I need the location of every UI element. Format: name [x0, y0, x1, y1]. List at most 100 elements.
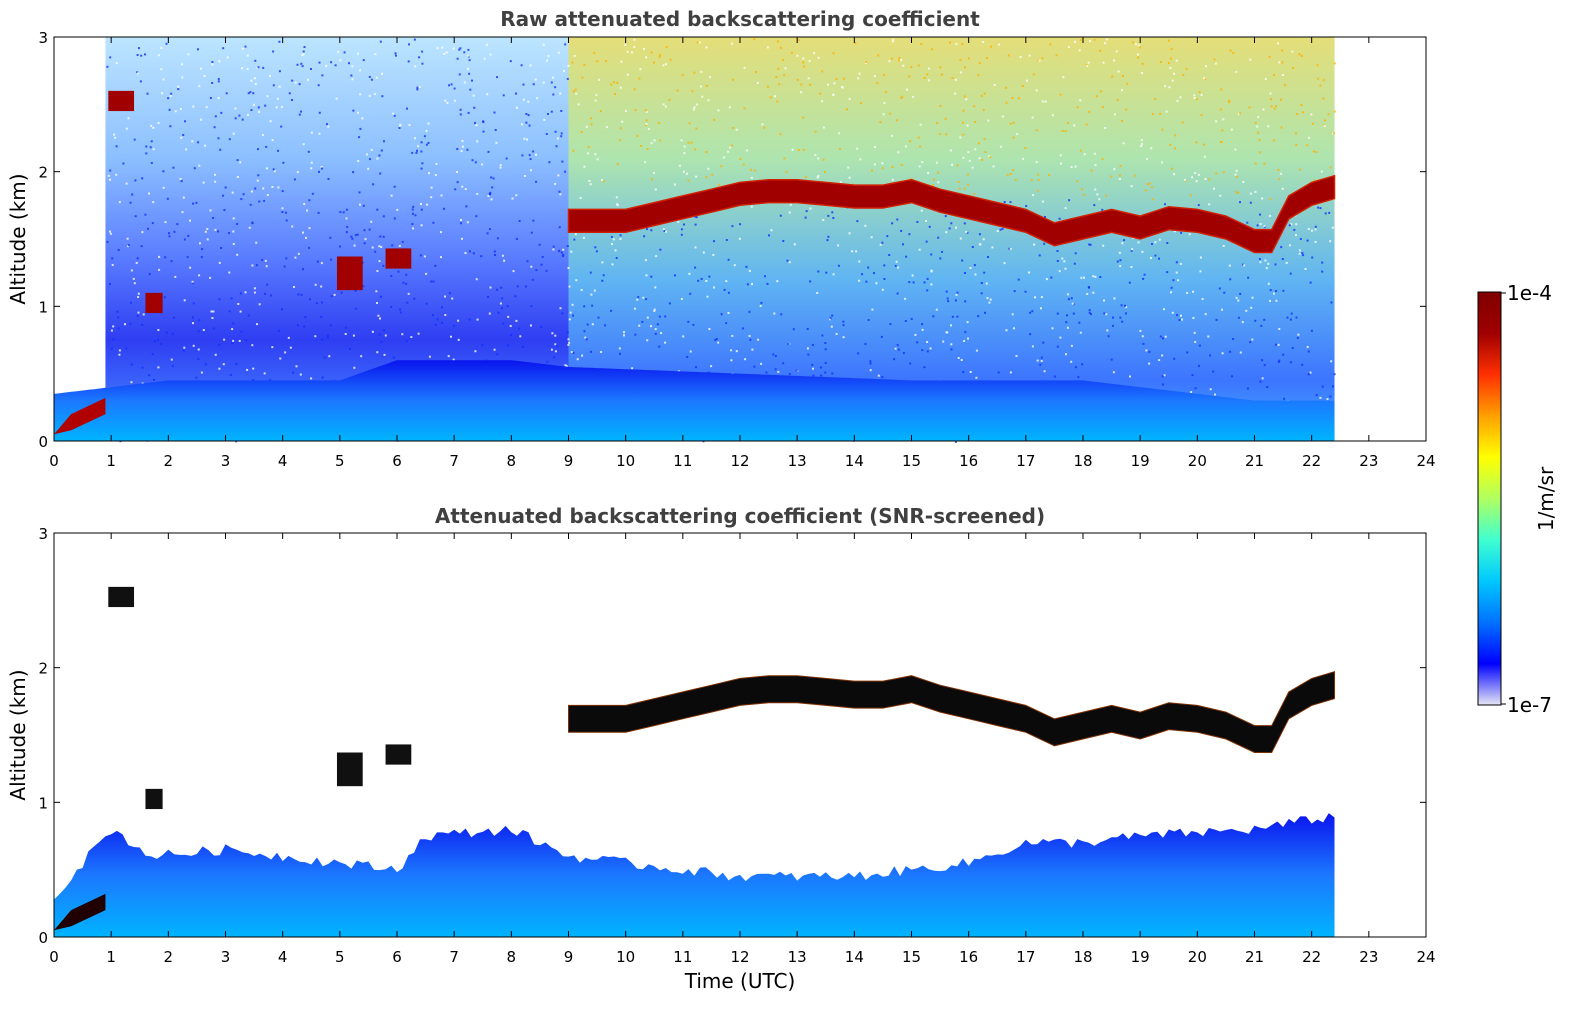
noise-speckle: [1176, 100, 1179, 102]
noise-speckle: [1285, 261, 1288, 264]
noise-speckle: [614, 249, 617, 252]
noise-speckle: [654, 188, 657, 191]
noise-speckle: [932, 178, 935, 181]
noise-speckle: [1148, 350, 1151, 353]
noise-speckle: [1056, 260, 1059, 262]
noise-speckle: [1078, 49, 1081, 52]
noise-speckle: [546, 360, 549, 363]
x-tick-label: 23: [1359, 948, 1378, 966]
noise-speckle: [1161, 375, 1164, 378]
noise-speckle: [487, 296, 489, 298]
noise-speckle: [971, 246, 974, 248]
noise-speckle: [644, 109, 647, 112]
noise-speckle: [380, 295, 383, 298]
noise-speckle: [658, 315, 661, 318]
noise-speckle: [272, 50, 275, 53]
noise-speckle: [217, 78, 220, 81]
noise-speckle: [748, 335, 751, 337]
noise-speckle: [1298, 53, 1301, 56]
noise-speckle: [148, 192, 150, 195]
noise-speckle: [680, 233, 683, 236]
noise-speckle: [900, 97, 903, 99]
noise-speckle: [1214, 62, 1217, 65]
noise-speckle: [1232, 51, 1235, 54]
noise-speckle: [668, 98, 671, 101]
noise-speckle: [1304, 268, 1307, 270]
noise-speckle: [694, 223, 697, 226]
x-tick-label: 10: [616, 452, 635, 470]
noise-speckle: [1330, 360, 1333, 363]
noise-speckle: [303, 325, 306, 328]
noise-speckle: [1228, 264, 1231, 267]
noise-speckle: [1158, 257, 1160, 260]
x-tick-label: 4: [278, 452, 288, 470]
noise-speckle: [187, 53, 190, 56]
noise-speckle: [277, 149, 279, 152]
noise-speckle: [461, 145, 464, 148]
noise-speckle: [569, 311, 572, 314]
noise-speckle: [506, 305, 509, 308]
noise-speckle: [379, 317, 381, 320]
noise-speckle: [883, 278, 886, 280]
noise-speckle: [294, 256, 297, 259]
noise-speckle: [456, 57, 459, 60]
noise-speckle: [546, 59, 548, 62]
noise-speckle: [595, 93, 598, 96]
noise-speckle: [382, 329, 385, 332]
cloud-patch: [145, 788, 163, 810]
noise-speckle: [1188, 233, 1191, 236]
noise-speckle: [176, 223, 179, 226]
noise-speckle: [291, 99, 293, 101]
noise-speckle: [708, 328, 711, 330]
noise-speckle: [254, 59, 257, 62]
noise-speckle: [211, 82, 214, 84]
noise-speckle: [1068, 199, 1071, 202]
noise-speckle: [350, 235, 353, 238]
panel-2-xlabel: Time (UTC): [684, 969, 796, 993]
noise-speckle: [376, 208, 379, 211]
noise-speckle: [920, 209, 923, 212]
noise-speckle: [115, 145, 118, 148]
noise-speckle: [1263, 225, 1266, 228]
noise-speckle: [1175, 271, 1178, 274]
noise-speckle: [557, 51, 560, 54]
noise-speckle: [987, 256, 989, 258]
noise-speckle: [219, 148, 222, 151]
noise-speckle: [321, 301, 323, 304]
noise-speckle: [1229, 278, 1232, 281]
noise-speckle: [339, 245, 341, 248]
noise-speckle: [109, 232, 112, 235]
noise-speckle: [214, 173, 216, 176]
noise-speckle: [1150, 147, 1153, 150]
noise-speckle: [1007, 54, 1010, 57]
noise-speckle: [436, 47, 439, 50]
noise-speckle: [782, 240, 785, 242]
noise-speckle: [515, 237, 518, 240]
noise-speckle: [1032, 194, 1034, 196]
noise-speckle: [647, 128, 650, 130]
x-tick-label: 8: [507, 452, 517, 470]
noise-speckle: [727, 150, 730, 153]
noise-speckle: [447, 355, 450, 358]
noise-speckle: [909, 362, 912, 365]
noise-speckle: [1323, 125, 1326, 128]
noise-speckle: [160, 68, 163, 71]
noise-speckle: [181, 76, 184, 79]
noise-speckle: [252, 379, 255, 381]
noise-speckle: [273, 170, 276, 173]
noise-speckle: [1246, 387, 1249, 390]
noise-speckle: [1269, 92, 1272, 95]
noise-speckle: [197, 330, 200, 333]
noise-speckle: [297, 252, 300, 255]
noise-speckle: [461, 139, 464, 142]
noise-speckle: [1175, 261, 1178, 264]
noise-speckle: [1160, 61, 1162, 64]
noise-speckle: [720, 165, 723, 168]
noise-speckle: [615, 257, 618, 259]
noise-speckle: [250, 190, 253, 193]
noise-speckle: [881, 167, 884, 170]
noise-speckle: [200, 256, 203, 259]
noise-speckle: [889, 323, 892, 326]
noise-speckle: [822, 126, 825, 129]
noise-speckle: [1025, 205, 1028, 207]
